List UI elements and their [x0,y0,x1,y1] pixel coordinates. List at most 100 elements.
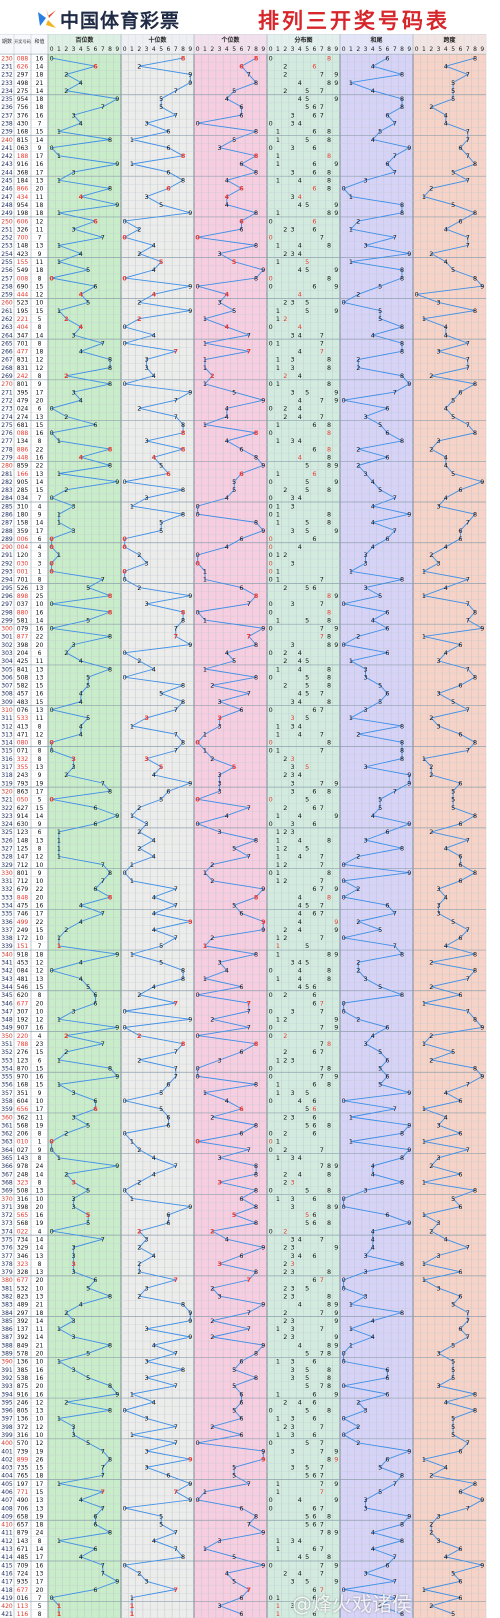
distribution-digit: 3 [291,1235,295,1243]
period-cell: 284 [1,495,13,502]
distribution-digit: 8 [327,380,331,388]
period-cell: 348 [1,1017,13,1024]
trend-digit: 1 [349,258,353,266]
trend-digit: 2 [64,413,68,421]
number-cell: 204 [17,650,29,657]
period-cell: 312 [1,723,13,730]
sum-cell: 14 [36,1171,44,1178]
trend-digit: 2 [137,844,141,852]
distribution-digit: 7 [320,902,324,910]
table-row: 290 004 4 0 0 4 4 40 4 [1,543,448,551]
trend-digit: 1 [203,356,207,364]
trend-digit: 0 [342,396,346,404]
trend-digit: 0 [123,1097,127,1105]
number-cell: 568 [17,1122,29,1129]
trend-digit: 5 [159,942,163,950]
period-cell: 352 [1,1049,13,1056]
number-cell: 479 [17,397,29,404]
period-cell: 328 [1,854,13,861]
trend-digit: 3 [72,1366,76,1374]
number-cell: 071 [17,748,29,755]
trend-digit: 4 [152,1398,156,1406]
number-cell: 565 [17,1212,29,1219]
trend-digit: 3 [72,1113,76,1121]
table-row: 262 221 5 2 2 1 5 121 [1,315,426,323]
sum-cell: 20 [36,1351,44,1358]
trend-digit: 9 [115,478,119,486]
trend-digit: 6 [458,217,462,225]
trend-digit: 7 [101,234,105,242]
distribution-digit: 5 [305,1382,309,1390]
trend-digit: 4 [444,584,448,592]
distribution-digit: 9 [334,1024,338,1032]
trend-digit: 7 [174,1350,178,1358]
distribution-digit: 5 [305,959,309,967]
trend-digit: 0 [195,1138,200,1146]
trend-digit: 2 [356,967,360,975]
trend-digit: 2 [210,934,214,942]
distribution-digit: 3 [291,1056,295,1064]
trend-digit: 6 [239,910,243,918]
table-row: 421 116 8 1 1 6 8 51 6 [1,1610,455,1618]
trend-digit: 2 [429,1521,433,1529]
number-cell: 657 [17,1522,29,1529]
trend-digit: 7 [466,136,470,144]
trend-digit: 8 [254,242,258,250]
trend-digit: 5 [232,763,236,771]
trend-digit: 7 [247,1024,251,1032]
trend-digit: 6 [239,1431,243,1439]
trend-digit: 3 [218,959,222,967]
number-cell: 155 [17,259,29,266]
distribution-digit: 7 [320,1309,324,1317]
trend-digit: 4 [79,918,83,926]
distribution-digit: 7 [320,861,324,869]
sum-cell: 18 [36,951,44,958]
distribution-digit: 8 [327,152,331,160]
distribution-digit: 3 [291,1325,295,1333]
table-row: 237 376 16 3 7 6 6 43 76 [1,111,448,119]
number-cell: 024 [17,406,29,413]
trend-digit: 5 [378,1488,382,1496]
trend-digit: 1 [203,616,207,624]
distribution-digit: 3 [291,779,295,787]
trend-digit: 0 [196,502,200,510]
period-cell: 294 [1,577,13,584]
distribution-digit: 8 [327,1162,331,1170]
trend-digit: 8 [108,1529,112,1537]
trend-digit: 1 [57,836,61,844]
distribution-digit: 5 [305,103,309,111]
distribution-digit: 9 [334,282,338,290]
distribution-digit: 5 [305,1105,309,1113]
trend-digit: 0 [49,796,54,804]
trend-digit: 9 [261,1301,265,1309]
trend-digit: 2 [64,649,68,657]
period-cell: 341 [1,960,13,967]
distribution-digit: 9 [334,266,338,274]
trend-digit: 5 [378,682,382,690]
trend-digit: 4 [444,1464,448,1472]
distribution-digit: 2 [283,62,287,70]
trend-line [416,57,484,1615]
distribution-digit: 9 [334,1561,338,1569]
trend-digit: 7 [101,1447,105,1455]
table-row: 316 332 8 3 3 2 8 132 [1,755,426,763]
table-row: 417 935 17 9 3 5 7 693 5 [1,1578,462,1586]
trend-digit: 8 [254,168,258,176]
table-row: 364 027 9 0 2 7 9 70 2 7 [1,1146,470,1154]
trend-digit: 7 [174,1488,178,1496]
trend-digit: 8 [400,348,404,356]
trend-digit: 7 [174,747,178,755]
trend-digit: 5 [451,1195,455,1203]
trend-digit: 8 [400,1610,404,1618]
sum-cell: 12 [36,218,44,225]
distribution-digit: 8 [327,1121,331,1129]
distribution-digit: 1 [276,975,280,983]
distribution-digit: 6 [312,1398,316,1406]
period-cell: 334 [1,903,13,910]
table-row: 358 604 10 6 0 4 0 660 4 [1,1097,462,1105]
trend-digit: 8 [254,1374,258,1382]
trend-digit: 9 [188,918,193,926]
trend-digit: 2 [356,462,360,470]
trend-digit: 3 [72,1089,76,1097]
